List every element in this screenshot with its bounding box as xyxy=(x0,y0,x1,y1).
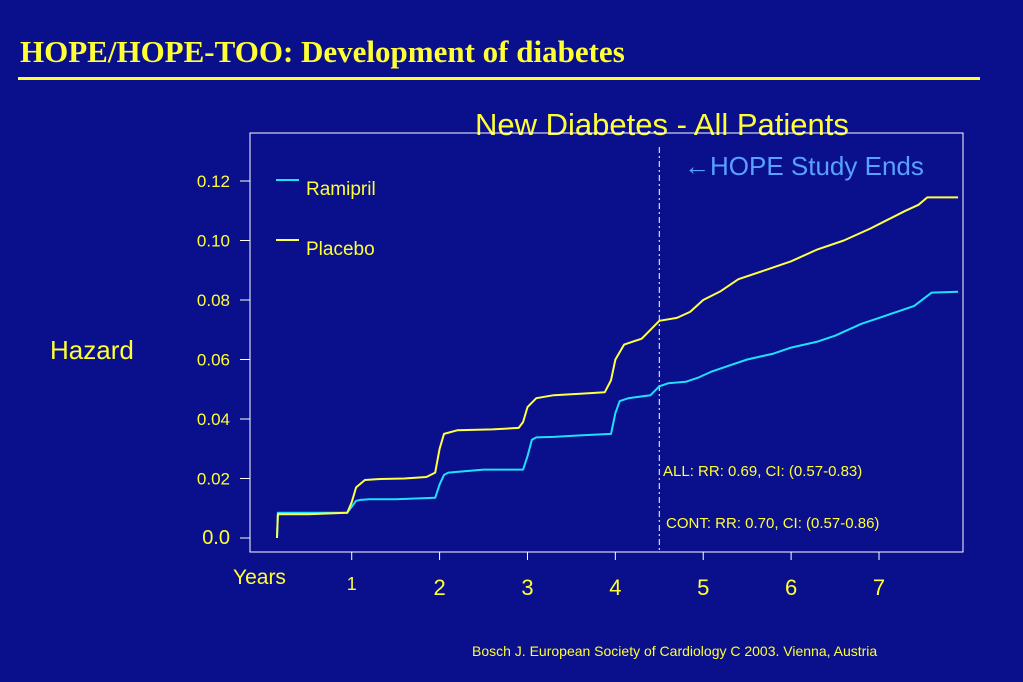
series-line-ramipril xyxy=(276,290,959,539)
y-axis-label: Hazard xyxy=(50,335,134,365)
slide-title: HOPE/HOPE-TOO: Development of diabetes xyxy=(20,34,625,69)
x-tick-label: 4 xyxy=(609,575,621,600)
annotation-hope-study-ends: ←HOPE Study Ends xyxy=(684,151,924,181)
y-tick-label: 0.02 xyxy=(197,470,230,489)
stat-label: CONT: RR: 0.70, CI: (0.57-0.86) xyxy=(666,515,879,532)
y-tick-label: 0.0 xyxy=(202,527,230,549)
y-tick-label: 0.12 xyxy=(197,172,230,191)
series-line-placebo xyxy=(276,196,959,539)
stat-label: ALL: RR: 0.69, CI: (0.57-0.83) xyxy=(663,463,862,480)
x-tick-label: 1 xyxy=(347,574,357,594)
x-axis-label: Years xyxy=(233,566,286,589)
x-tick-label: 3 xyxy=(521,575,533,600)
y-tick-label: 0.08 xyxy=(197,291,230,310)
legend-label-ramipril: Ramipril xyxy=(306,179,376,200)
source-citation: Bosch J. European Society of Cardiology … xyxy=(472,643,878,659)
x-tick-label: 5 xyxy=(697,575,709,600)
y-tick-label: 0.06 xyxy=(197,351,230,370)
legend-label-placebo: Placebo xyxy=(306,239,375,260)
x-tick-label: 6 xyxy=(785,575,797,600)
y-tick-label: 0.04 xyxy=(197,410,230,429)
x-tick-label: 7 xyxy=(873,575,885,600)
title-divider xyxy=(18,77,980,80)
plot-frame xyxy=(249,132,964,553)
y-tick-label: 0.10 xyxy=(197,232,230,251)
x-tick-label: 2 xyxy=(433,575,445,600)
chart-title: New Diabetes - All Patients xyxy=(475,107,849,142)
